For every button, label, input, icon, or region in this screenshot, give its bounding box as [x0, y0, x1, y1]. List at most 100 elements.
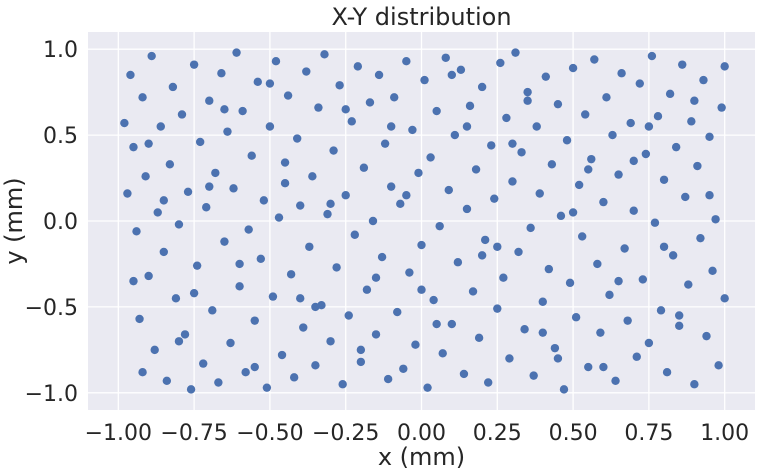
data-point: [538, 328, 547, 337]
data-point: [141, 172, 150, 181]
data-point: [411, 340, 420, 349]
data-point: [235, 282, 244, 291]
data-point: [568, 63, 578, 73]
data-point: [617, 69, 626, 78]
data-point: [675, 311, 684, 320]
data-point: [359, 163, 369, 172]
data-point: [138, 93, 147, 102]
data-point: [596, 328, 605, 337]
data-point: [532, 122, 541, 131]
data-point: [380, 139, 390, 148]
data-point: [386, 122, 396, 131]
data-point: [150, 345, 159, 355]
data-point: [377, 252, 387, 262]
data-point: [386, 182, 396, 191]
data-point: [608, 130, 617, 140]
data-point: [508, 177, 517, 186]
data-point: [650, 218, 660, 227]
data-point: [286, 270, 296, 279]
data-point: [417, 285, 426, 294]
data-point: [447, 70, 457, 80]
data-point: [577, 232, 587, 241]
data-point: [408, 125, 417, 135]
data-point: [414, 168, 423, 178]
data-point: [402, 57, 411, 66]
data-point: [584, 165, 593, 174]
data-point: [659, 175, 669, 184]
data-point: [296, 201, 305, 210]
data-point: [656, 306, 666, 315]
chart-title: X-Y distribution: [331, 3, 511, 31]
data-point: [662, 368, 672, 377]
data-point: [329, 146, 338, 155]
y-tick-label: −0.5: [25, 296, 78, 321]
data-point: [705, 191, 714, 200]
data-point: [159, 247, 168, 257]
data-point: [344, 311, 353, 320]
data-point: [668, 251, 678, 260]
y-tick-label: 1.0: [43, 38, 78, 63]
data-point: [544, 264, 554, 274]
data-point: [490, 194, 499, 203]
data-point: [687, 117, 696, 126]
data-point: [681, 192, 690, 202]
data-point: [189, 288, 199, 298]
data-point: [159, 196, 168, 205]
data-point: [584, 362, 593, 372]
data-point: [332, 263, 341, 272]
x-tick-label: −0.25: [312, 421, 379, 446]
data-point: [299, 323, 308, 332]
data-point: [456, 65, 466, 75]
data-point: [244, 225, 253, 234]
data-point: [186, 385, 196, 394]
data-point: [274, 213, 284, 222]
data-point: [614, 170, 623, 179]
data-point: [574, 180, 584, 190]
data-point: [474, 333, 484, 343]
data-point: [541, 72, 551, 81]
data-point: [192, 261, 202, 270]
x-tick-label: 1.00: [700, 421, 749, 446]
data-point: [247, 151, 256, 160]
data-point: [462, 204, 472, 214]
data-point: [189, 60, 199, 69]
data-point: [347, 117, 356, 126]
data-point: [614, 276, 623, 286]
data-point: [250, 362, 259, 372]
data-point: [129, 142, 138, 152]
data-point: [690, 96, 699, 105]
data-point: [471, 165, 481, 174]
data-point: [547, 160, 557, 169]
data-point: [353, 62, 363, 71]
data-point: [444, 185, 453, 195]
data-point: [653, 111, 663, 121]
data-point: [405, 268, 414, 277]
data-point: [477, 82, 487, 92]
data-point: [644, 338, 654, 348]
data-point: [562, 136, 572, 145]
data-point: [365, 98, 375, 107]
data-point: [587, 154, 596, 164]
data-point: [556, 211, 566, 221]
data-point: [644, 122, 654, 131]
data-point: [517, 148, 526, 157]
data-point: [623, 316, 632, 325]
data-point: [214, 378, 223, 387]
data-point: [629, 156, 638, 166]
data-point: [553, 99, 563, 109]
data-point: [720, 294, 729, 303]
data-point: [165, 160, 175, 169]
data-point: [180, 330, 190, 339]
data-point: [511, 48, 520, 57]
data-point: [632, 352, 641, 361]
data-point: [502, 113, 511, 123]
data-point: [702, 331, 711, 341]
data-point: [220, 105, 229, 114]
data-point: [435, 221, 444, 231]
data-point: [399, 364, 408, 373]
data-point: [356, 345, 366, 355]
data-point: [605, 290, 614, 300]
data-point: [195, 137, 205, 147]
data-point: [468, 287, 478, 296]
